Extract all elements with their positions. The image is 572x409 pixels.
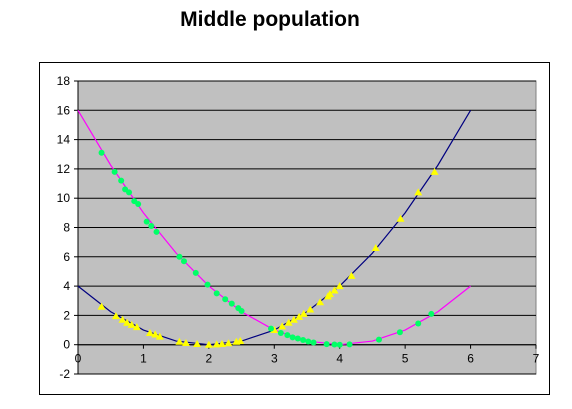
data-point-circle xyxy=(375,336,382,343)
y-tick-label: 14 xyxy=(57,133,71,147)
data-point-circle xyxy=(415,320,422,327)
data-point-circle xyxy=(396,329,403,336)
data-point-triangle xyxy=(155,332,164,340)
data-point-circle xyxy=(176,253,183,260)
y-tick-label: 8 xyxy=(63,221,70,235)
data-point-triangle xyxy=(193,339,202,347)
y-tick-label: 2 xyxy=(63,308,70,322)
data-point-circle xyxy=(111,168,118,175)
data-point-circle xyxy=(238,308,245,315)
y-tick-label: 0 xyxy=(63,338,70,352)
data-point-triangle xyxy=(335,282,344,290)
data-point-triangle xyxy=(295,312,304,320)
data-point-triangle xyxy=(151,330,160,338)
data-point-circle xyxy=(153,228,160,235)
data-point-circle xyxy=(135,201,142,208)
data-point-triangle xyxy=(347,271,356,279)
data-point-triangle xyxy=(175,337,184,345)
x-tick-label: 6 xyxy=(467,352,474,366)
data-point-triangle xyxy=(118,315,127,323)
data-point-triangle xyxy=(236,337,245,345)
data-point-circle xyxy=(126,189,133,196)
data-point-circle xyxy=(192,269,199,276)
x-tick-label: 0 xyxy=(75,352,82,366)
data-point-circle xyxy=(305,338,312,345)
data-point-triangle xyxy=(97,302,106,310)
data-point-circle xyxy=(346,341,353,348)
data-point-circle xyxy=(204,281,211,288)
data-point-triangle xyxy=(278,322,287,330)
data-point-circle xyxy=(222,296,229,303)
data-point-circle xyxy=(289,334,296,341)
data-point-triangle xyxy=(145,328,154,336)
data-point-triangle xyxy=(330,286,339,294)
x-tick-label: 4 xyxy=(336,352,343,366)
data-point-triangle xyxy=(414,188,423,196)
y-tick-label: 10 xyxy=(57,191,71,205)
y-tick-label: 18 xyxy=(57,74,71,88)
y-tick-label: 6 xyxy=(63,250,70,264)
data-point-triangle xyxy=(289,315,298,323)
data-point-triangle xyxy=(217,339,226,347)
chart-frame: 0 1 2 3 4 5 6 7 -2 0 2 4 6 8 10 12 14 16 18 xyxy=(39,62,550,395)
data-point-circle xyxy=(277,329,284,336)
data-point-triangle xyxy=(299,309,308,317)
data-point-circle xyxy=(323,341,330,348)
data-point-triangle xyxy=(204,340,213,348)
x-tick-label: 5 xyxy=(402,352,409,366)
y-tick-label: 16 xyxy=(57,103,71,117)
x-tick-label: 1 xyxy=(140,352,147,366)
data-point-circle xyxy=(294,335,301,342)
data-point-circle xyxy=(428,310,435,317)
data-point-triangle xyxy=(306,305,315,313)
data-point-circle xyxy=(300,337,307,344)
data-point-circle xyxy=(118,177,125,184)
data-point-triangle xyxy=(430,167,439,175)
data-point-triangle xyxy=(316,298,325,306)
data-point-circle xyxy=(331,341,338,348)
y-tick-label: 4 xyxy=(63,279,70,293)
data-point-circle xyxy=(310,339,317,346)
x-tick-label: 3 xyxy=(271,352,278,366)
data-point-triangle xyxy=(132,323,141,331)
data-point-triangle xyxy=(371,244,380,252)
x-tick-label: 2 xyxy=(206,352,213,366)
data-point-triangle xyxy=(123,318,132,326)
data-point-circle xyxy=(284,332,291,339)
data-point-circle xyxy=(148,223,155,230)
data-point-circle xyxy=(336,341,343,348)
data-point-triangle xyxy=(284,318,293,326)
data-point-circle xyxy=(180,258,187,265)
y-tick-label: 12 xyxy=(57,162,71,176)
data-point-circle xyxy=(213,290,220,297)
data-point-triangle xyxy=(396,214,405,222)
data-point-circle xyxy=(98,149,105,156)
data-point-triangle xyxy=(127,320,136,328)
chart-title: Middle population xyxy=(180,8,360,31)
data-point-triangle xyxy=(181,338,190,346)
x-tick-label: 7 xyxy=(533,352,540,366)
data-point-circle xyxy=(143,218,150,225)
data-point-circle xyxy=(268,325,275,332)
data-point-triangle xyxy=(111,312,120,320)
data-point-triangle xyxy=(325,290,334,298)
data-point-circle xyxy=(228,300,235,307)
y-tick-label: -2 xyxy=(59,367,70,381)
data-point-triangle xyxy=(224,339,233,347)
